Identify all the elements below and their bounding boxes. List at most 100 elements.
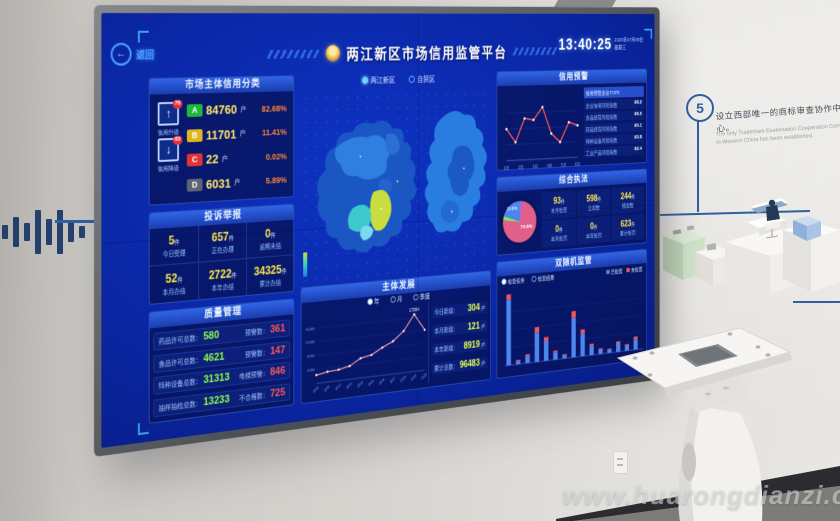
clock: 13:40:25 2020年07月08日 星期三	[558, 35, 643, 53]
svg-text:12,000: 12,000	[305, 340, 314, 345]
svg-text:2017: 2017	[389, 376, 396, 384]
complaints-panel: 投诉举报 5件 今日受理 657件 正在办理 0件 逾期未结 52件 本月办结 2722…	[148, 203, 295, 306]
svg-text:2012: 2012	[334, 383, 341, 391]
power-outlet	[613, 451, 628, 474]
grade-b-chip: B	[186, 128, 203, 143]
enforcement-pie-chart: 74.6% 19.8%	[500, 193, 539, 251]
option-inspection-task[interactable]: 检查任务	[501, 276, 525, 286]
watermark-text: www.huarongdianzi.com	[562, 480, 840, 510]
warning-list-item[interactable]: 药品经营风险指数 95.1	[583, 121, 644, 135]
svg-text:2010: 2010	[312, 386, 319, 394]
stat-row: 今日新增： 304 户	[431, 301, 488, 319]
svg-text:6月: 6月	[575, 162, 580, 168]
enforcement-panel: 综合执法 74.6% 19.8% 93件 本月检查 598件 立案数	[496, 168, 647, 256]
stat-cell: 0件 逾期未结	[246, 219, 294, 259]
timeline-line-far-right	[793, 301, 840, 303]
warning-list-item[interactable]: 食品经营风险指数 96.5	[583, 110, 644, 123]
svg-text:2月: 2月	[518, 165, 524, 171]
stat-cell: 623件 累计处罚	[611, 213, 644, 242]
svg-text:2011: 2011	[323, 384, 330, 392]
legend-swatch-blue	[606, 269, 610, 275]
svg-text:3月: 3月	[533, 164, 539, 170]
svg-text:8,000: 8,000	[307, 354, 315, 359]
dashboard-title: 两江新区市场信用监管平台	[346, 45, 508, 64]
warning-list-item[interactable]: 企业信用风险指数 98.2	[583, 98, 644, 111]
credit-grade-row: B 11701 户 11.41%	[186, 125, 289, 143]
weekday-display: 星期三	[614, 45, 627, 51]
warning-list: 信用预警企业TOP5 企业信用风险指数 98.2 食品经营风险指数 96.5 药品经…	[583, 85, 644, 170]
svg-text:4,000: 4,000	[307, 368, 315, 373]
svg-text:2016: 2016	[378, 378, 385, 386]
stat-row: 本年新增： 8919 户	[431, 338, 488, 357]
corner-accent	[137, 421, 149, 436]
radio-dot	[390, 296, 396, 304]
legend-year[interactable]: 年	[367, 297, 379, 307]
credit-warning-panel: 信用预警 1月 2月 3月 4月 5月 6月 信用预警企业TOP5 企业信用风险指数 98.…	[496, 68, 647, 172]
stat-cell: 5件 今日受理	[149, 225, 200, 267]
legend-month[interactable]: 月	[390, 294, 402, 304]
soundwave-wall-art	[2, 206, 85, 258]
district-map[interactable]	[300, 88, 491, 283]
right-column: 信用预警 1月 2月 3月 4月 5月 6月 信用预警企业TOP5 企业信用风险指数 98.…	[496, 68, 647, 380]
stat-cell: 598件 立案数	[577, 188, 611, 217]
svg-text:17004: 17004	[409, 307, 419, 313]
timeline-line-left	[55, 220, 99, 223]
header-stripes-left	[267, 49, 320, 59]
grade-c-chip: C	[186, 153, 203, 167]
screen-bezel: ← 返回 两江新区市场信用监管平台 13:40:25 2020年07月08日 星…	[94, 5, 660, 457]
map-svg	[316, 110, 487, 257]
stat-row: 累计总数： 96483 户	[431, 356, 488, 375]
tab-free-trade-zone[interactable]: 自贸区	[408, 74, 435, 84]
development-line-chart: 4,000 8,000 12,000 16,000 17004 2010 2011 2012 2…	[305, 307, 428, 394]
dashboard-header: 两江新区市场信用监管平台 13:40:25 2020年07月08日 星期三	[149, 34, 647, 74]
svg-text:2013: 2013	[346, 382, 353, 390]
dashboard-display: ← 返回 两江新区市场信用监管平台 13:40:25 2020年07月08日 星…	[101, 13, 655, 449]
stat-cell: 2722件 本年办结	[199, 258, 247, 300]
svg-text:2014: 2014	[357, 380, 364, 388]
milestone-stem	[697, 120, 699, 212]
video-wall: ← 返回 两江新区市场信用监管平台 13:40:25 2020年07月08日 星…	[94, 5, 834, 457]
map-tabs: 两江新区 自贸区	[301, 71, 491, 88]
svg-text:2018: 2018	[400, 375, 407, 383]
svg-text:2020: 2020	[421, 372, 428, 380]
upgrade-count-badge: 76	[172, 99, 183, 109]
grade-a-chip: A	[186, 104, 203, 118]
credit-grade-row: C 22 户 0.02%	[186, 149, 289, 168]
pie-label-major: 74.6%	[520, 224, 533, 231]
warning-line-chart: 1月 2月 3月 4月 5月 6月	[500, 88, 581, 171]
center-column: 两江新区 自贸区	[300, 71, 491, 405]
stat-cell: 52件 本月办结	[149, 262, 200, 304]
downgrade-count-badge: 63	[172, 135, 183, 145]
credit-upgrade-icon[interactable]: ↑ 76	[157, 99, 183, 126]
stat-cell: 93件 本月检查	[541, 190, 576, 220]
warning-list-item[interactable]: 特种设备风险指数 93.8	[583, 133, 644, 146]
warning-list-title: 信用预警企业TOP5	[583, 85, 644, 99]
time-display: 13:40:25	[558, 35, 612, 54]
warning-list-item[interactable]: 工业产品风险指数 92.4	[583, 144, 644, 158]
credit-downgrade-icon[interactable]: ↓ 63	[157, 135, 183, 163]
svg-text:5月: 5月	[561, 163, 566, 169]
credit-change-rail: ↑ 76 信用升级 ↓ 63 信用降级	[155, 99, 183, 200]
stat-cell: 34325件 累计办结	[253, 262, 287, 288]
stat-cell: 0件 本年处罚	[577, 215, 611, 245]
milestone-number: 5	[686, 94, 714, 122]
option-inspection-result[interactable]: 检查结果	[531, 273, 554, 283]
isometric-wall-illustration	[663, 198, 840, 294]
back-arrow-icon: ←	[110, 42, 132, 66]
svg-text:2019: 2019	[410, 374, 417, 382]
grade-d-chip: D	[186, 178, 203, 192]
quality-panel: 质量管理 药品许可总数： 580 预警数： 361 食品许可总数： 4621 预警数：…	[148, 298, 295, 424]
stat-cell: 657件 正在办理	[199, 222, 247, 263]
tab-liangjiang[interactable]: 两江新区	[361, 75, 395, 86]
back-button[interactable]: ← 返回	[110, 42, 154, 66]
entity-development-panel: 主体发展 年 月 季度 4,000 8,000 12,000 16,000 17004 2…	[300, 270, 491, 405]
stat-row: 本月新增： 121 户	[431, 319, 488, 338]
svg-text:2015: 2015	[367, 379, 374, 387]
svg-text:1月: 1月	[504, 166, 510, 171]
header-stripes-right	[512, 46, 557, 56]
stat-cell: 0件 本月处罚	[541, 218, 576, 248]
credit-classification-panel: 市场主体信用分类 ↑ 76 信用升级 ↓	[148, 75, 295, 206]
svg-text:16,000: 16,000	[305, 326, 314, 331]
emblem-icon	[325, 44, 340, 62]
